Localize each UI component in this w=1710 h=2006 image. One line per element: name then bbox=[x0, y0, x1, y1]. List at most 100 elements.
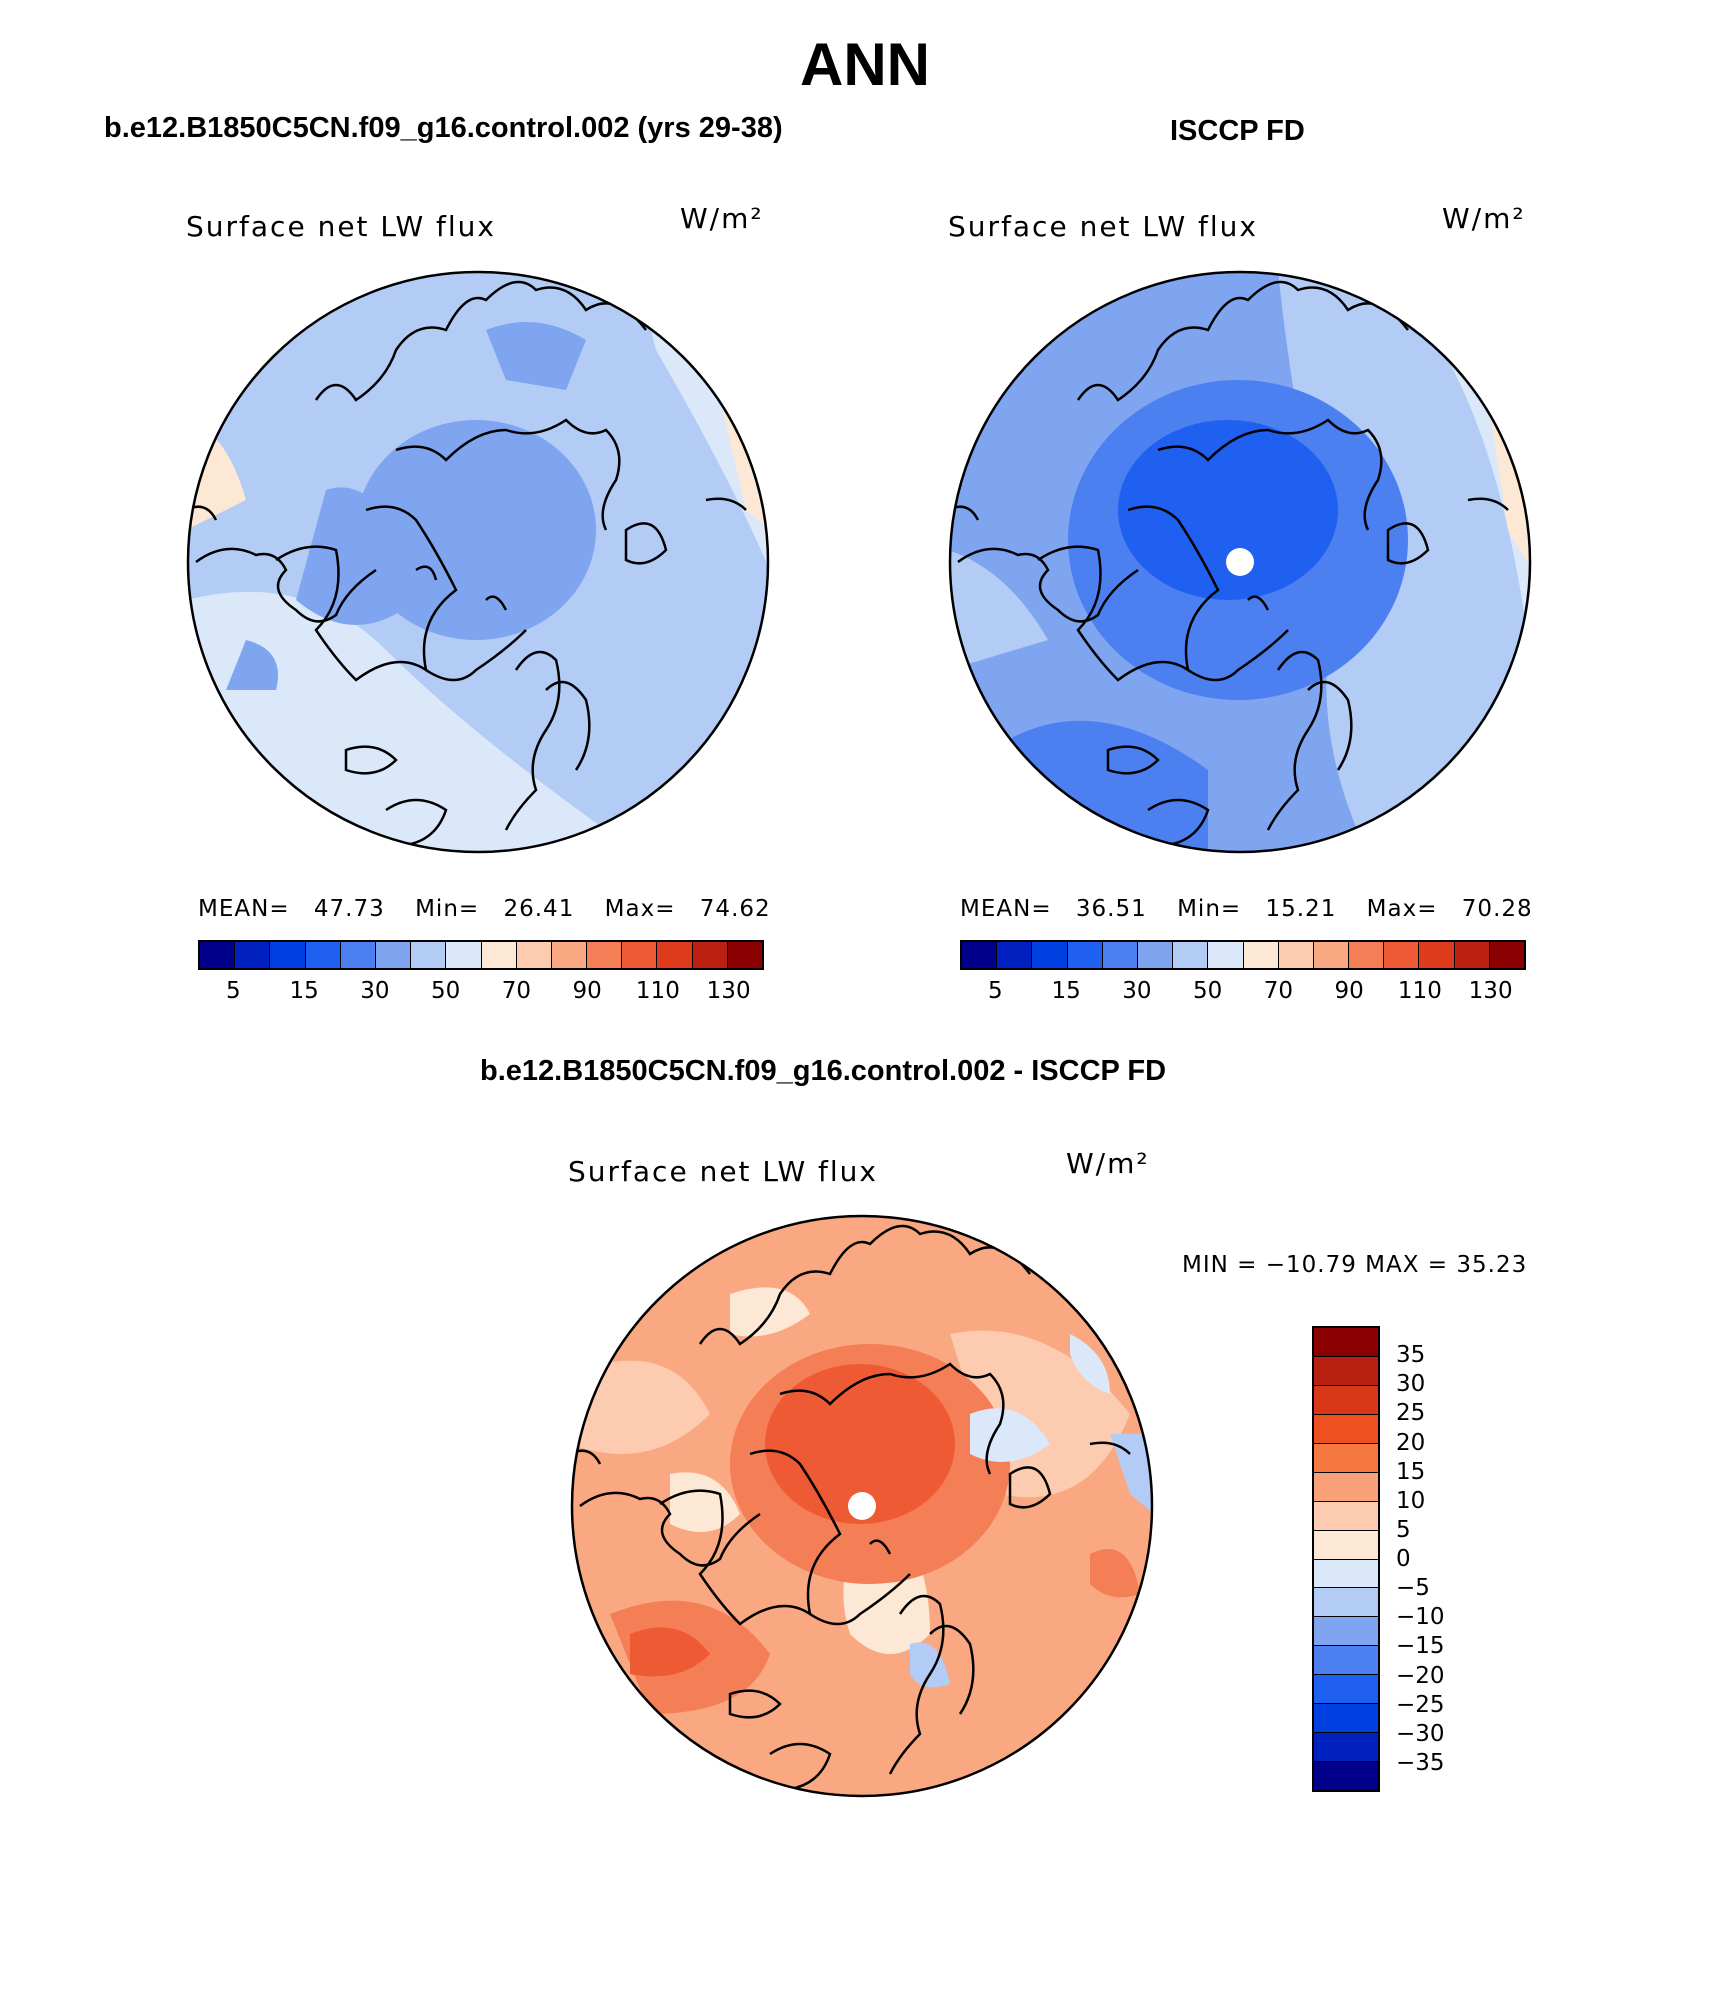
diff-case-title: b.e12.B1850C5CN.f09_g16.control.002 - IS… bbox=[480, 1055, 1167, 1087]
diff-colorbar-tick-label: −5 bbox=[1396, 1575, 1430, 1602]
diff-colorbar-swatch bbox=[1314, 1530, 1378, 1560]
model-colorbar-tick-label: 70 bbox=[501, 978, 532, 1004]
obs-colorbar-tick-label: 90 bbox=[1334, 978, 1364, 1004]
model-colorbar-swatch bbox=[200, 942, 236, 968]
diff-colorbar-tick-label: −20 bbox=[1396, 1662, 1445, 1689]
model-colorbar-swatch bbox=[340, 942, 376, 968]
model-colorbar-tick-label: 90 bbox=[572, 978, 602, 1004]
figure-title: ANN bbox=[800, 31, 930, 98]
diff-colorbar-tick-label: 0 bbox=[1396, 1546, 1411, 1572]
obs-colorbar-tick-label: 110 bbox=[1397, 978, 1442, 1004]
obs-colorbar-tick-label: 50 bbox=[1192, 978, 1223, 1004]
model-colorbar-swatch bbox=[727, 942, 762, 968]
model-colorbar-swatch bbox=[235, 942, 271, 968]
obs-min-label: Min= bbox=[1177, 896, 1242, 922]
obs-units-label: W/m² bbox=[1442, 202, 1526, 235]
model-colorbar-tick-label: 30 bbox=[360, 978, 390, 1004]
diff-colorbar-swatch bbox=[1314, 1762, 1378, 1790]
diff-polar-map bbox=[570, 1214, 1154, 1798]
model-colorbar-ticks: 5 15 30 50 70 90 110 130 bbox=[198, 978, 764, 1008]
diff-colorbar-swatch bbox=[1314, 1675, 1378, 1705]
diff-colorbar-tick-label: 25 bbox=[1396, 1400, 1426, 1427]
diff-colorbar-swatch bbox=[1314, 1733, 1378, 1763]
model-max-value: 74.62 bbox=[699, 896, 771, 922]
obs-colorbar-swatch bbox=[1384, 942, 1420, 968]
diff-colorbar-swatch bbox=[1314, 1328, 1378, 1357]
obs-colorbar bbox=[960, 940, 1526, 970]
diff-colorbar-tick-label: 20 bbox=[1396, 1429, 1426, 1456]
obs-colorbar-tick-label: 5 bbox=[988, 978, 1003, 1004]
model-colorbar-tick-label: 15 bbox=[289, 978, 319, 1004]
model-colorbar-swatch bbox=[657, 942, 693, 968]
model-mean-label: MEAN= bbox=[198, 896, 290, 922]
obs-polar-map bbox=[948, 270, 1532, 854]
diff-colorbar-tick-label: −35 bbox=[1396, 1749, 1445, 1776]
diff-colorbar-tick-label: −30 bbox=[1396, 1720, 1445, 1747]
obs-mean-value: 36.51 bbox=[1075, 896, 1147, 922]
obs-field-label: Surface net LW flux bbox=[948, 210, 1258, 243]
diff-colorbar-swatch bbox=[1314, 1414, 1378, 1444]
model-colorbar-swatch bbox=[587, 942, 623, 968]
diff-colorbar-swatch bbox=[1314, 1704, 1378, 1734]
model-colorbar-swatch bbox=[622, 942, 658, 968]
obs-colorbar-tick-label: 130 bbox=[1468, 978, 1513, 1004]
obs-min-value: 15.21 bbox=[1265, 896, 1337, 922]
diff-colorbar-swatch bbox=[1314, 1501, 1378, 1531]
diff-colorbar-swatch bbox=[1314, 1559, 1378, 1589]
obs-colorbar-ticks: 5 15 30 50 70 90 110 130 bbox=[960, 978, 1526, 1008]
model-colorbar-swatch bbox=[305, 942, 341, 968]
diff-colorbar-ticks: 35 30 25 20 15 10 5 0 −5 −10 −15 −20 −25 −30 −35 bbox=[1396, 1326, 1486, 1792]
obs-colorbar-swatch bbox=[1067, 942, 1103, 968]
obs-colorbar-swatch bbox=[962, 942, 998, 968]
diff-colorbar-swatch bbox=[1314, 1443, 1378, 1473]
obs-max-label: Max= bbox=[1366, 896, 1438, 922]
obs-colorbar-swatch bbox=[997, 942, 1033, 968]
model-colorbar-swatch bbox=[516, 942, 552, 968]
diff-colorbar-tick-label: 10 bbox=[1396, 1487, 1426, 1514]
obs-colorbar-swatch bbox=[1137, 942, 1174, 968]
diff-colorbar-tick-label: −15 bbox=[1396, 1633, 1445, 1660]
model-colorbar bbox=[198, 940, 764, 970]
diff-colorbar-swatch bbox=[1314, 1472, 1378, 1502]
obs-colorbar-swatch bbox=[1349, 942, 1385, 968]
obs-mean-label: MEAN= bbox=[960, 896, 1052, 922]
diff-colorbar-tick-label: 30 bbox=[1396, 1371, 1426, 1398]
diff-colorbar-tick-label: 15 bbox=[1396, 1458, 1426, 1485]
obs-colorbar-tick-label: 15 bbox=[1051, 978, 1081, 1004]
diff-colorbar-swatch bbox=[1314, 1588, 1378, 1618]
model-colorbar-swatch bbox=[551, 942, 588, 968]
obs-colorbar-swatch bbox=[1489, 942, 1524, 968]
obs-colorbar-swatch bbox=[1278, 942, 1314, 968]
model-stats: MEAN= 47.73 Min= 26.41 Max= 74.62 bbox=[198, 896, 771, 922]
model-max-label: Max= bbox=[604, 896, 676, 922]
obs-colorbar-swatch bbox=[1313, 942, 1350, 968]
obs-colorbar-swatch bbox=[1243, 942, 1279, 968]
model-colorbar-tick-label: 5 bbox=[226, 978, 241, 1004]
model-colorbar-swatch bbox=[692, 942, 728, 968]
model-field-label: Surface net LW flux bbox=[186, 210, 496, 243]
obs-colorbar-swatch bbox=[1032, 942, 1068, 968]
obs-colorbar-tick-label: 70 bbox=[1263, 978, 1294, 1004]
obs-colorbar-swatch bbox=[1173, 942, 1209, 968]
diff-field-label: Surface net LW flux bbox=[568, 1155, 878, 1188]
model-colorbar-swatch bbox=[481, 942, 517, 968]
obs-max-value: 70.28 bbox=[1461, 896, 1533, 922]
model-min-label: Min= bbox=[415, 896, 480, 922]
obs-colorbar-swatch bbox=[1419, 942, 1455, 968]
diff-colorbar-swatch bbox=[1314, 1385, 1378, 1415]
obs-stats: MEAN= 36.51 Min= 15.21 Max= 70.28 bbox=[960, 896, 1533, 922]
obs-colorbar-tick-label: 30 bbox=[1122, 978, 1152, 1004]
diff-colorbar bbox=[1312, 1326, 1380, 1792]
model-colorbar-swatch bbox=[270, 942, 306, 968]
diff-colorbar-swatch bbox=[1314, 1646, 1378, 1676]
diff-units-label: W/m² bbox=[1066, 1147, 1150, 1180]
model-colorbar-tick-label: 50 bbox=[430, 978, 461, 1004]
model-case-title: b.e12.B1850C5CN.f09_g16.control.002 (yrs… bbox=[104, 112, 783, 144]
model-colorbar-tick-label: 130 bbox=[706, 978, 751, 1004]
model-min-value: 26.41 bbox=[503, 896, 575, 922]
obs-colorbar-swatch bbox=[1454, 942, 1490, 968]
diff-colorbar-tick-label: −10 bbox=[1396, 1604, 1445, 1631]
model-colorbar-tick-label: 110 bbox=[635, 978, 680, 1004]
model-colorbar-swatch bbox=[411, 942, 447, 968]
diff-colorbar-tick-label: −25 bbox=[1396, 1691, 1445, 1718]
